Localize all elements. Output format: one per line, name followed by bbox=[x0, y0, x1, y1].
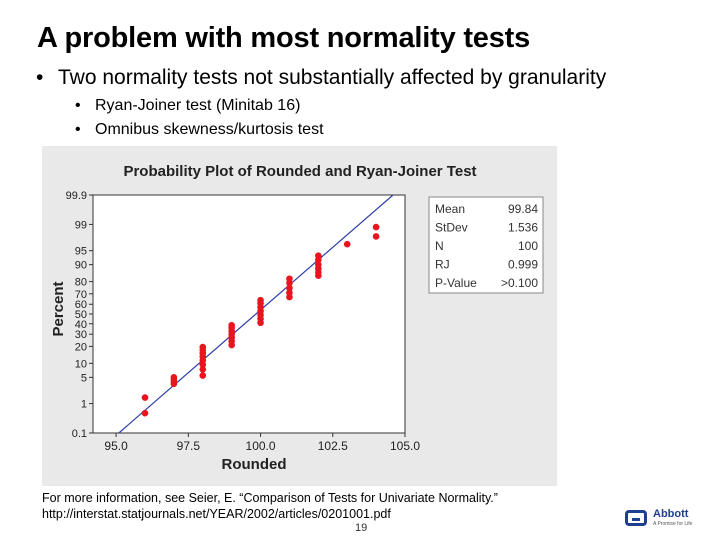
y-tick-label: 95 bbox=[75, 246, 87, 258]
x-axis-ticks: 95.0 97.5 100.0 102.5 105.0 bbox=[104, 433, 420, 453]
footnote-line-1: For more information, see Seier, E. “Com… bbox=[42, 491, 498, 505]
x-axis-label: Rounded bbox=[222, 456, 287, 473]
abbott-logo-mark bbox=[625, 510, 647, 526]
data-point bbox=[141, 394, 149, 401]
data-point bbox=[170, 374, 178, 381]
page-number: 19 bbox=[355, 522, 368, 534]
data-point bbox=[315, 261, 322, 268]
y-tick-label: 1 bbox=[81, 399, 87, 411]
bullet-dot: • bbox=[36, 66, 44, 89]
y-tick-label: 5 bbox=[81, 372, 87, 384]
footnote: For more information, see Seier, E. “Com… bbox=[42, 490, 498, 522]
main-bullet: • Two normality tests not substantially a… bbox=[36, 66, 606, 90]
x-tick-label: 95.0 bbox=[104, 439, 128, 453]
data-point bbox=[372, 233, 380, 240]
x-tick-label: 102.5 bbox=[318, 439, 348, 453]
abbott-logo: Abbott A Promise for Life bbox=[625, 506, 695, 530]
data-point bbox=[228, 321, 235, 329]
stats-value: 99.84 bbox=[508, 202, 538, 216]
main-bullet-text: Two normality tests not substantially af… bbox=[58, 66, 607, 89]
footnote-link[interactable]: http://interstat.statjournals.net/YEAR/2… bbox=[42, 507, 391, 521]
data-point bbox=[286, 275, 293, 283]
stats-label: RJ bbox=[435, 258, 450, 272]
y-tick-label: 99.9 bbox=[66, 190, 87, 202]
sub-bullet-2: • Omnibus skewness/kurtosis test bbox=[75, 121, 324, 139]
data-point bbox=[199, 372, 207, 379]
sub-bullet-text: Ryan-Joiner test (Minitab 16) bbox=[95, 97, 301, 114]
x-tick-label: 105.0 bbox=[390, 439, 420, 453]
sub-bullet-1: • Ryan-Joiner test (Minitab 16) bbox=[75, 97, 300, 115]
stats-value: >0.100 bbox=[501, 276, 538, 290]
stats-box-frame bbox=[428, 196, 544, 294]
data-point bbox=[343, 240, 351, 248]
y-tick-label: 80 bbox=[75, 277, 87, 289]
y-axis-label: Percent bbox=[50, 281, 67, 336]
data-point bbox=[286, 284, 293, 292]
data-point bbox=[199, 366, 207, 373]
data-point bbox=[315, 252, 322, 259]
stats-label: N bbox=[435, 239, 444, 253]
plot-area bbox=[92, 194, 406, 434]
data-point bbox=[372, 223, 380, 231]
y-tick-label: 90 bbox=[75, 260, 87, 272]
stats-legend-box: Mean 99.84 StDev 1.536 N 100 RJ 0.999 P-Value >0.… bbox=[428, 196, 544, 294]
y-tick-label: 30 bbox=[75, 329, 87, 341]
stats-label: P-Value bbox=[435, 276, 477, 290]
y-tick-label: 50 bbox=[75, 309, 87, 321]
slide-title: A problem with most normality tests bbox=[37, 22, 531, 54]
y-tick-label: 70 bbox=[75, 289, 87, 301]
data-point bbox=[286, 289, 293, 296]
data-point bbox=[199, 343, 207, 351]
x-tick-label: 97.5 bbox=[177, 439, 201, 453]
y-tick-label: 10 bbox=[75, 358, 87, 370]
fit-line bbox=[118, 194, 394, 434]
x-tick-label: 100.0 bbox=[246, 439, 276, 453]
data-point bbox=[141, 409, 149, 417]
logo-tagline: A Promise for Life bbox=[653, 521, 693, 527]
probability-plot-panel: Probability Plot of Rounded and Ryan-Joi… bbox=[42, 146, 557, 486]
data-point bbox=[257, 296, 264, 304]
stats-label: StDev bbox=[435, 221, 468, 235]
probability-plot-chart: Probability Plot of Rounded and Ryan-Joi… bbox=[50, 163, 544, 473]
y-tick-label: 40 bbox=[75, 319, 87, 331]
stats-value: 0.999 bbox=[508, 258, 538, 272]
chart-title: Probability Plot of Rounded and Ryan-Joi… bbox=[123, 163, 476, 180]
bullet-dot: • bbox=[75, 121, 81, 138]
sub-bullet-text: Omnibus skewness/kurtosis test bbox=[95, 121, 324, 138]
y-tick-label: 60 bbox=[75, 299, 87, 311]
y-tick-label: 99 bbox=[75, 219, 87, 231]
y-tick-label: 0.1 bbox=[72, 428, 87, 440]
bullet-dot: • bbox=[75, 97, 81, 114]
stats-label: Mean bbox=[435, 202, 465, 216]
stats-value: 1.536 bbox=[508, 221, 538, 235]
stats-value: 100 bbox=[518, 239, 538, 253]
logo-text: Abbott bbox=[653, 508, 689, 520]
data-points bbox=[141, 223, 380, 417]
fit-line-group bbox=[118, 194, 394, 434]
y-tick-label: 20 bbox=[75, 341, 87, 353]
